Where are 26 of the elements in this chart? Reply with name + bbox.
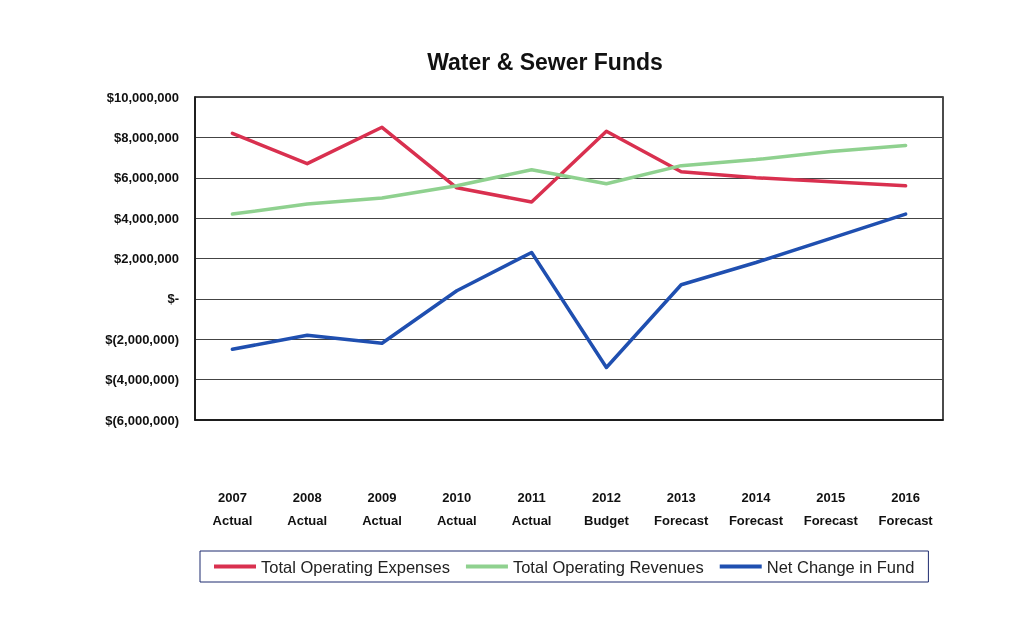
x-tick-label: 2009 Actual	[362, 490, 402, 528]
legend-label: Total Operating Expenses	[261, 557, 450, 576]
x-tick-label: 2014 Forecast	[728, 490, 784, 528]
y-tick-label: $4,000,000	[113, 210, 179, 226]
line-series	[230, 143, 908, 216]
legend-label: Total Operating Revenues	[512, 557, 704, 576]
y-tick-label: $2,000,000	[113, 251, 179, 266]
x-tick-label: 2013 Forecast	[654, 490, 709, 528]
y-tick-label: $(2,000,000)	[105, 331, 179, 347]
chart-title: Water & Sewer Funds	[427, 48, 663, 75]
y-tick-label: $(6,000,000)	[105, 412, 179, 428]
x-tick-label: 2008 Actual	[287, 490, 328, 528]
y-tick-label: $-	[167, 291, 179, 307]
line-series	[230, 212, 908, 370]
y-tick-label: $6,000,000	[113, 170, 179, 186]
legend-label: Net Change in Fund	[766, 557, 915, 576]
x-tick-label: 2011 Actual	[511, 490, 552, 528]
x-tick-label: 2012 Budget	[584, 490, 630, 528]
y-tick-label: $(4,000,000)	[105, 372, 179, 388]
y-tick-label: $8,000,000	[113, 129, 179, 145]
y-tick-label: $10,000,000	[106, 89, 179, 105]
x-tick-label: 2010 Actual	[436, 490, 477, 528]
x-tick-label: 2016 Forecast	[878, 490, 934, 528]
line-series	[230, 125, 908, 204]
x-tick-label: 2007 Actual	[212, 490, 253, 528]
x-tick-label: 2015 Forecast	[803, 490, 859, 528]
